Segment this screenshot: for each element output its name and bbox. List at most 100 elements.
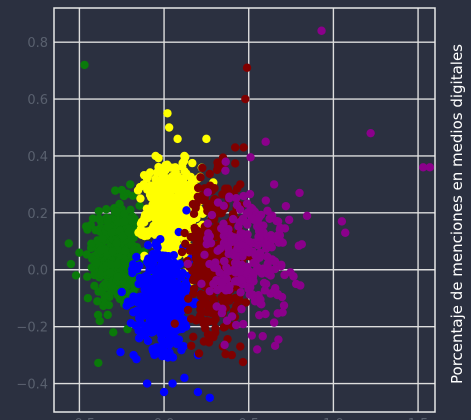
data-point [189,209,199,219]
data-point [108,247,117,256]
data-point [180,228,189,238]
data-point [190,231,199,240]
data-point [227,350,236,360]
data-point [64,239,73,248]
data-point [242,218,251,227]
data-point [237,275,246,284]
data-point [239,319,248,329]
data-point [174,293,183,303]
data-point [183,259,193,269]
data-point [136,194,145,203]
data-point [93,297,102,306]
data-point [203,330,213,339]
data-point [425,163,435,172]
data-point [169,251,179,260]
data-point [159,266,169,276]
data-point [196,173,205,182]
data-point [235,267,244,276]
data-point [289,272,298,281]
data-point [215,244,225,253]
data-point [213,285,222,295]
data-point [197,229,206,238]
data-point [247,331,256,340]
data-point [202,299,211,309]
data-point [220,340,229,350]
data-point [211,324,220,333]
data-point [170,197,180,207]
data-point [157,251,166,260]
y-tick-label: 0.0 [27,264,48,279]
data-point [227,233,236,242]
data-point [295,188,304,198]
data-point [236,180,245,189]
data-point [269,235,278,244]
data-point [83,272,92,281]
data-point [80,60,89,70]
data-point [168,171,177,181]
data-point [98,234,107,243]
data-point [126,205,135,214]
data-point [181,239,190,249]
data-point [135,201,144,210]
data-point [90,270,99,280]
data-point [103,310,112,320]
data-point [279,301,289,310]
data-point [118,231,128,241]
data-point [99,301,108,311]
data-point [82,250,92,259]
data-point [129,350,138,360]
data-point [157,260,166,269]
data-point [337,217,347,226]
data-point [189,332,198,342]
data-point [182,282,192,291]
data-point [366,128,375,138]
data-point [128,276,137,286]
data-point [248,290,257,299]
data-point [154,217,164,226]
data-point [418,163,428,172]
data-point [238,229,247,238]
y-axis-label: Porcentaje de menciones en medios digita… [448,44,466,384]
data-point [83,293,93,303]
data-point [139,218,148,227]
data-point [269,180,279,189]
data-point [203,188,212,197]
data-point [165,274,174,284]
data-point [129,245,139,255]
data-point [246,153,255,162]
data-point [126,180,135,189]
data-point [139,180,148,189]
data-point [88,214,98,223]
data-point [277,292,287,302]
data-point [235,205,245,214]
data-point [153,275,162,284]
data-point [231,320,241,330]
data-point [116,347,125,357]
data-point [209,263,219,272]
data-point [187,341,196,350]
data-point [258,332,267,341]
data-point [219,227,229,236]
data-point [168,353,178,362]
data-point [219,294,229,303]
data-point [241,94,250,104]
data-point [225,194,234,203]
data-point [91,258,101,267]
data-point [259,278,269,288]
data-point [180,373,189,383]
data-point [94,214,104,223]
data-point [109,328,118,337]
data-point [227,312,237,321]
data-point [193,183,203,193]
data-point [203,219,212,228]
data-point [168,205,177,215]
data-point [181,181,191,190]
series-1 [133,109,218,305]
data-point [120,257,130,267]
tick-labels: −0.5 0.0 0.5 1.0 1.5 −0.4 −0.2 0.0 0.2 0.4 0.6 0.8 [16,36,428,420]
data-point [341,228,350,237]
data-point [197,191,206,201]
data-point [228,214,238,224]
data-point [172,335,182,344]
